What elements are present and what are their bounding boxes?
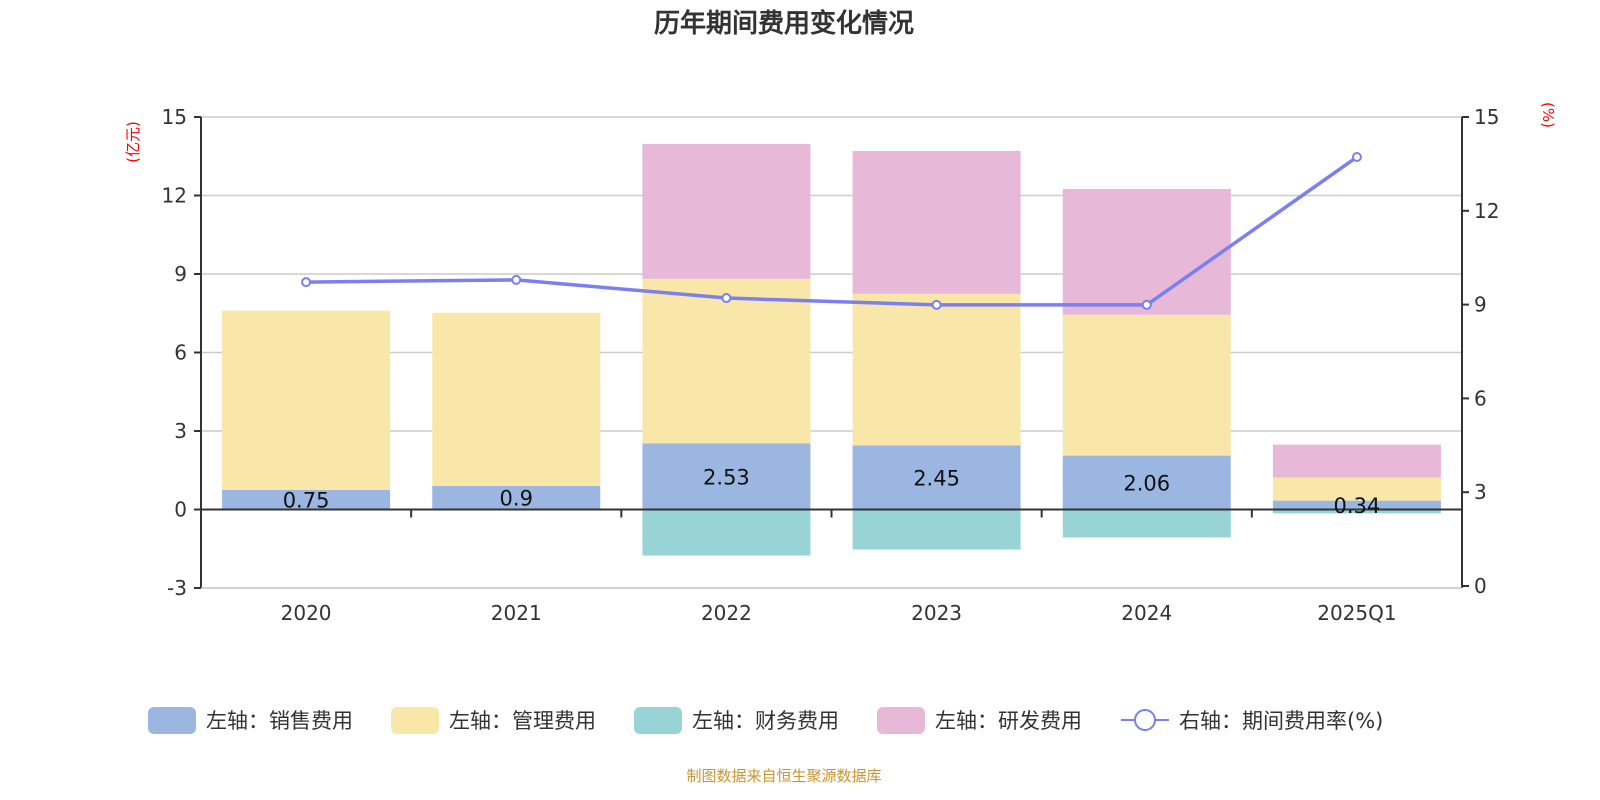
- bar-data-label: 0.34: [1334, 494, 1381, 518]
- bars: [222, 143, 1441, 556]
- legend-circle-icon: [1134, 709, 1156, 731]
- rate-line-path: [306, 155, 1358, 307]
- bar-2024-s3: [1062, 188, 1231, 315]
- right-axis-tick-label: 9: [1474, 293, 1487, 317]
- legend-label: 左轴：销售费用: [206, 709, 353, 733]
- rate-line-point: [1351, 152, 1362, 163]
- left-axis-tick-label: 12: [162, 184, 187, 208]
- left-axis-tick-label: 9: [174, 262, 187, 286]
- bar-2022-s3: [642, 143, 811, 279]
- x-axis-tick-label: 2021: [491, 601, 542, 625]
- bar-data-label: 2.06: [1123, 472, 1170, 496]
- bar-2021-s1: [432, 312, 601, 486]
- bar-2024-s2: [1062, 509, 1231, 538]
- legend-item[interactable]: 右轴：期间费用率(%): [1121, 709, 1383, 733]
- rate-line-point: [1141, 299, 1152, 310]
- bar-data-label: 0.75: [283, 489, 330, 513]
- legend-item[interactable]: 左轴：财务费用: [634, 707, 839, 734]
- legend-label: 右轴：期间费用率(%): [1179, 709, 1383, 733]
- x-axis-tick-label: 2020: [281, 601, 332, 625]
- source-note: 制图数据来自恒生聚源数据库: [686, 767, 881, 785]
- legend-label: 左轴：研发费用: [935, 709, 1082, 733]
- right-axis-tick-label: 3: [1474, 480, 1487, 504]
- bar-2025Q1-s0: [1272, 500, 1441, 510]
- bar-2024-s1: [1062, 314, 1231, 456]
- right-axis-tick-label: 15: [1474, 105, 1499, 129]
- bar-2021-s0: [432, 485, 601, 510]
- left-axis-tick-label: 15: [162, 105, 187, 129]
- right-axis-tick-label: 12: [1474, 199, 1499, 223]
- left-axis-tick-label: 3: [174, 419, 187, 443]
- rate-line: [301, 152, 1362, 310]
- legend-swatch: [148, 707, 196, 734]
- left-axis-tick-label: -3: [167, 576, 187, 600]
- rate-line-point: [721, 293, 732, 304]
- x-axis-tick-label: 2022: [701, 601, 752, 625]
- legend-label: 左轴：财务费用: [692, 709, 839, 733]
- bar-data-label: 0.9: [500, 487, 533, 511]
- bar-2025Q1-s1: [1272, 477, 1441, 501]
- left-axis-tick-label: 0: [174, 498, 187, 522]
- bar-2023-s0: [852, 445, 1021, 510]
- legend-item[interactable]: 左轴：管理费用: [391, 707, 596, 734]
- rate-line-point: [511, 274, 522, 285]
- right-axis-unit: (%): [1539, 102, 1557, 128]
- bar-data-label: 2.53: [703, 465, 750, 489]
- rate-line-point: [301, 277, 312, 288]
- data-labels: 0.75 0.9 2.53 2.45 2.06 0.34: [283, 465, 1381, 518]
- bar-2020-s1: [222, 310, 391, 490]
- left-axis-tick-label: 6: [174, 341, 187, 365]
- legend-label: 左轴：管理费用: [449, 709, 596, 733]
- bar-2023-s1: [852, 293, 1021, 446]
- bar-2023-s3: [852, 151, 1021, 294]
- bar-2025Q1-s3: [1272, 444, 1441, 478]
- right-axis-tick-label: 0: [1474, 574, 1487, 598]
- bar-2025Q1-s2: [1272, 509, 1441, 514]
- legend: 左轴：销售费用 左轴：管理费用 左轴：财务费用 左轴：研发费用 右轴：期间费用率(%): [148, 707, 1383, 734]
- legend-item[interactable]: 左轴：销售费用: [148, 707, 353, 734]
- bar-2022-s0: [642, 443, 811, 510]
- x-axis-tick-label: 2025Q1: [1317, 601, 1396, 625]
- chart-title: 历年期间费用变化情况: [654, 8, 914, 39]
- bar-2022-s1: [642, 278, 811, 444]
- right-axis-tick-label: 6: [1474, 386, 1487, 410]
- bar-2022-s2: [642, 509, 811, 556]
- bar-2024-s0: [1062, 455, 1231, 510]
- bar-2023-s2: [852, 509, 1021, 550]
- legend-item[interactable]: 左轴：研发费用: [877, 707, 1082, 734]
- x-axis-tick-label: 2023: [911, 601, 962, 625]
- bar-data-label: 2.45: [913, 466, 960, 490]
- bar-2020-s0: [222, 489, 391, 510]
- left-axis-unit: (亿元): [124, 121, 142, 163]
- legend-swatch: [391, 707, 439, 734]
- axes: -3 0 3 6 9 12 15 0 3 6 9 12 15 2020 2021 2022 2023 2024 20…: [162, 105, 1500, 625]
- x-axis-tick-label: 2024: [1121, 601, 1172, 625]
- rate-line-point: [931, 299, 942, 310]
- legend-swatch: [877, 707, 925, 734]
- legend-swatch: [634, 707, 682, 734]
